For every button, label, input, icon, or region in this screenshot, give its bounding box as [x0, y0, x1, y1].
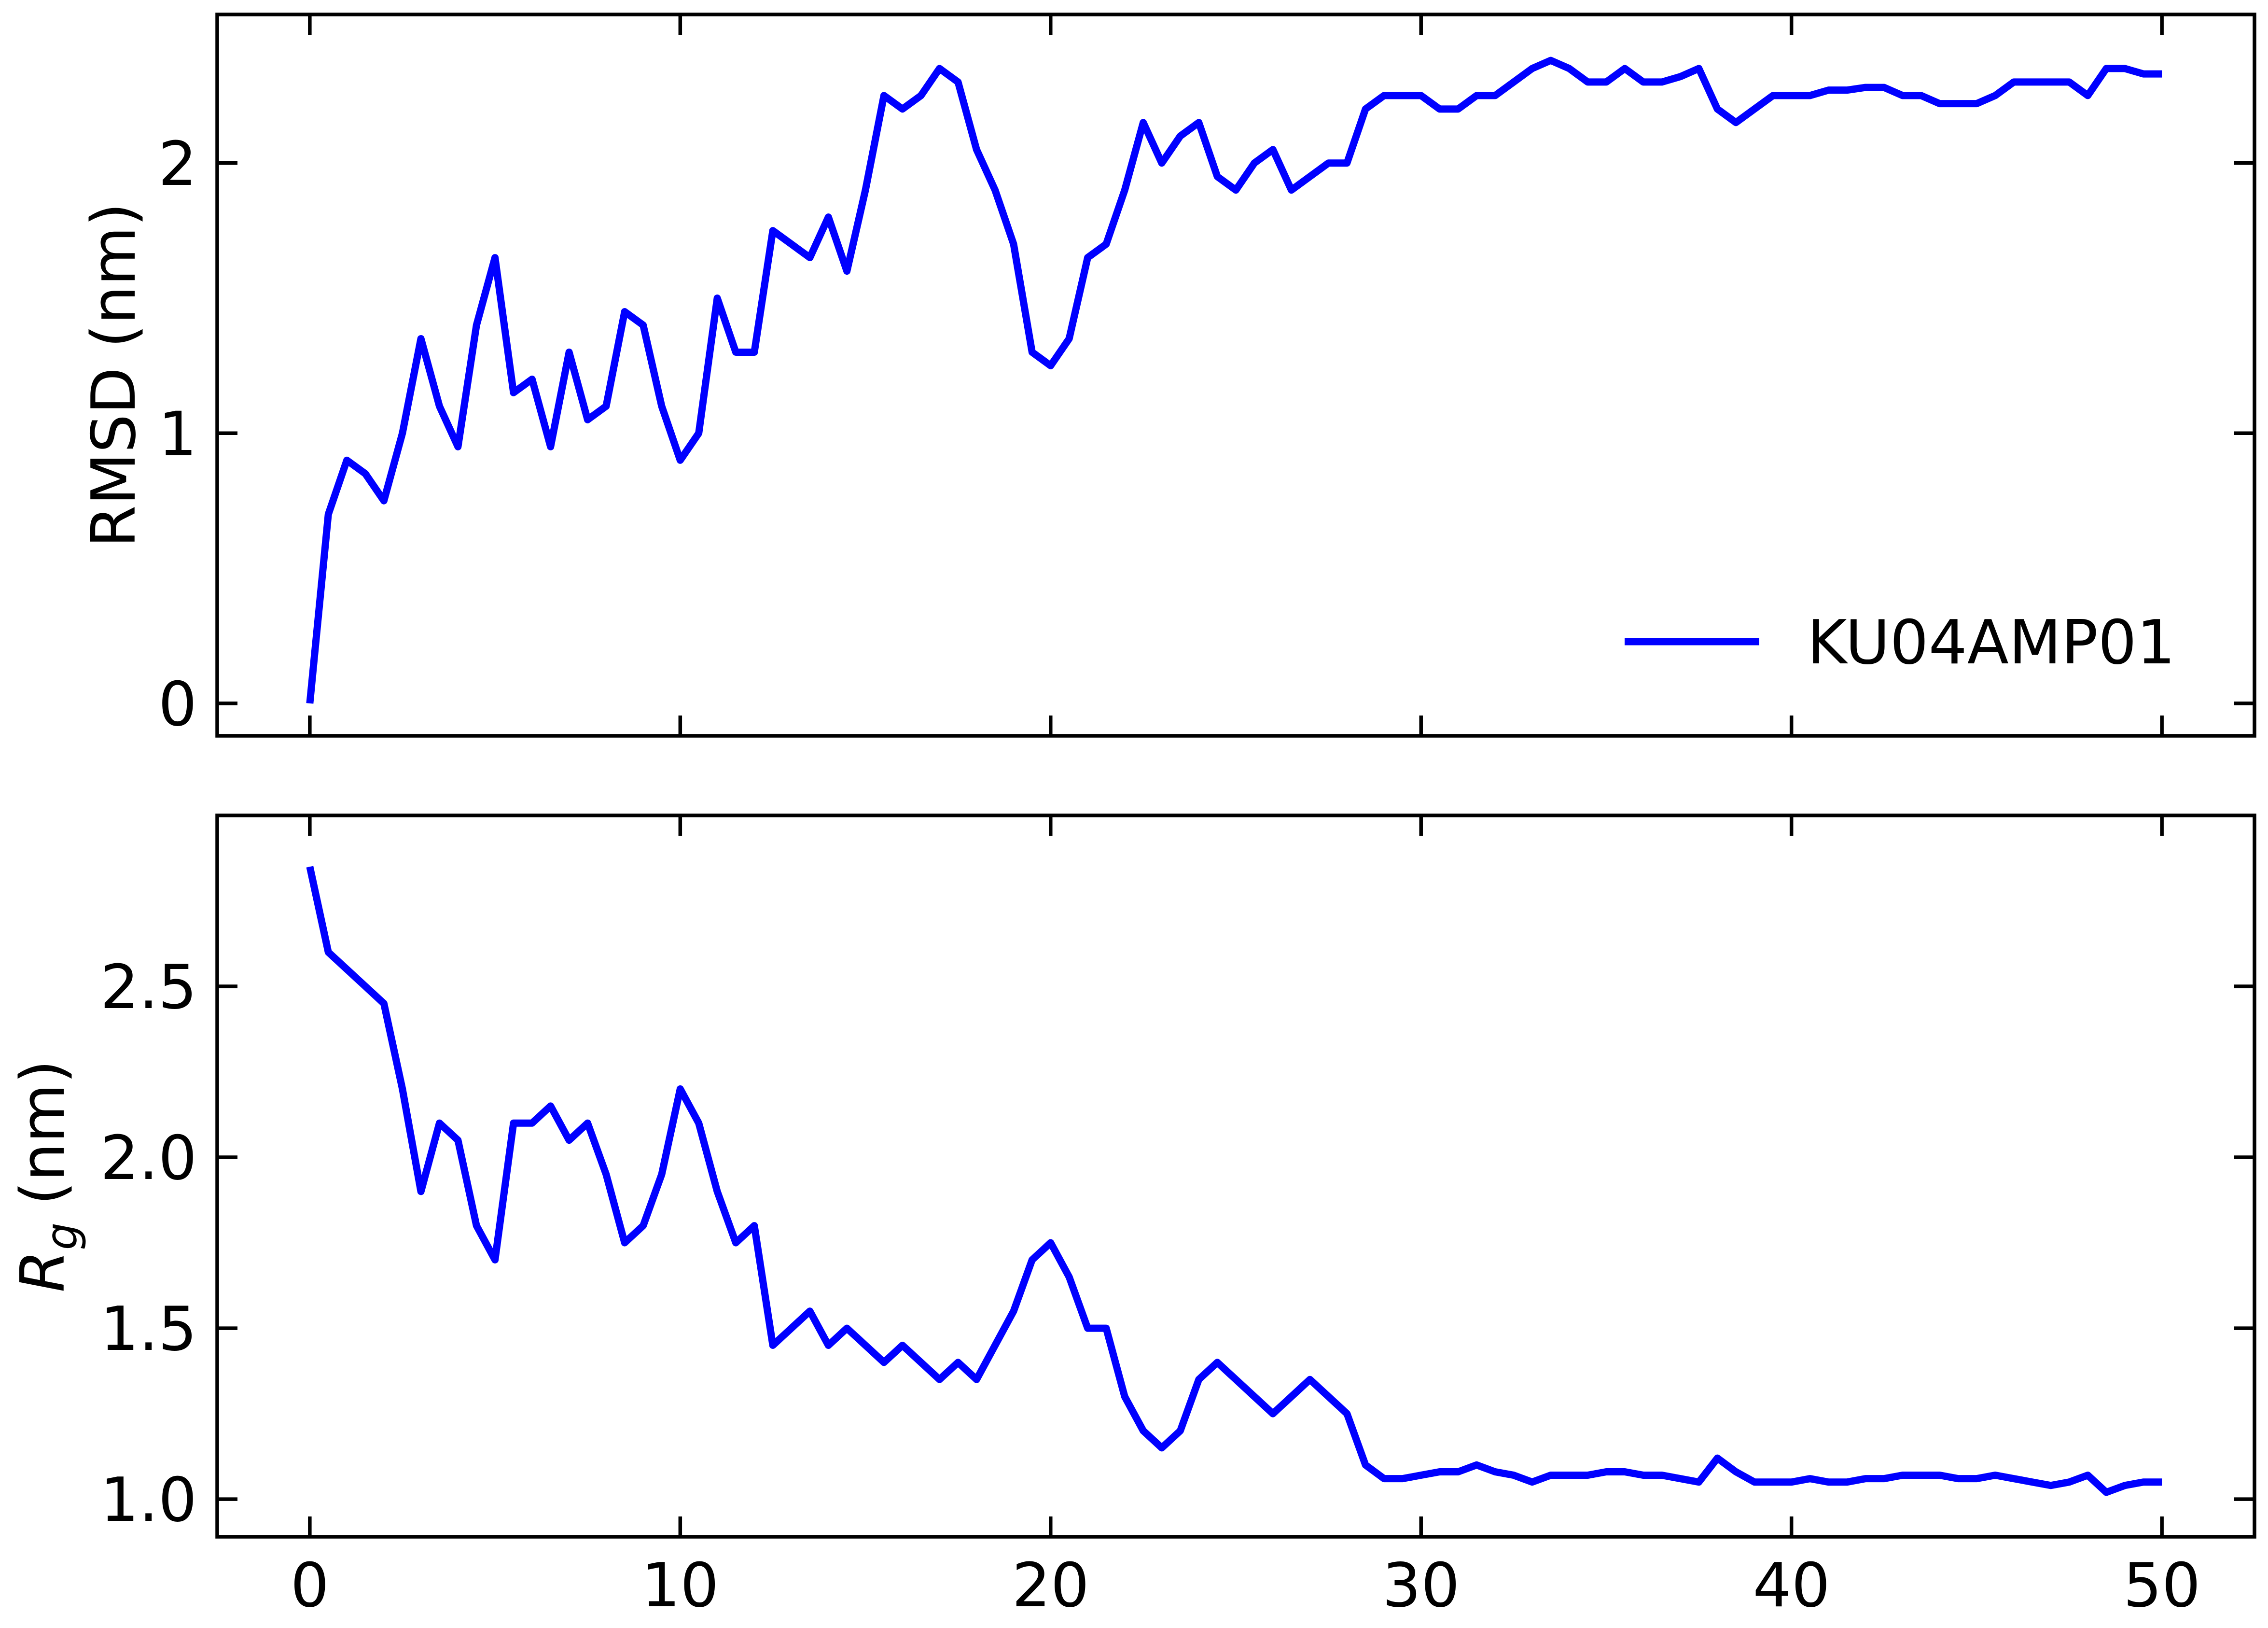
plot-area	[306, 866, 2162, 1496]
data-line	[306, 866, 2162, 1496]
y-tick-label: 1.5	[100, 1293, 197, 1364]
x-tick-label: 10	[641, 1550, 719, 1621]
y-axis-label: Rg (nm)	[7, 1060, 87, 1292]
data-line	[306, 56, 2162, 704]
legend-label: KU04AMP01	[1807, 607, 2175, 678]
axes-frame	[215, 814, 2256, 1539]
y-tick-label: 1	[158, 398, 197, 469]
plot-area	[306, 56, 2162, 704]
y-label-subscript: g	[37, 1222, 87, 1250]
y-tick-label: 0	[158, 669, 197, 740]
x-tick-label: 0	[291, 1550, 329, 1621]
x-tick-label: 40	[1753, 1550, 1830, 1621]
y-tick-label: 2.0	[100, 1123, 197, 1193]
y-label-symbol: R	[7, 1250, 78, 1292]
x-tick-label: 30	[1382, 1550, 1460, 1621]
axes-frame	[215, 13, 2256, 738]
y-tick-label: 2.5	[100, 952, 197, 1023]
x-tick-label: 20	[1012, 1550, 1089, 1621]
y-axis-label: RMSD (nm)	[78, 203, 149, 547]
y-label-unit: (nm)	[7, 1060, 78, 1205]
y-tick-label: 1.0	[100, 1464, 197, 1535]
y-tick-label: 2	[158, 128, 197, 199]
x-tick-label: 50	[2123, 1550, 2200, 1621]
